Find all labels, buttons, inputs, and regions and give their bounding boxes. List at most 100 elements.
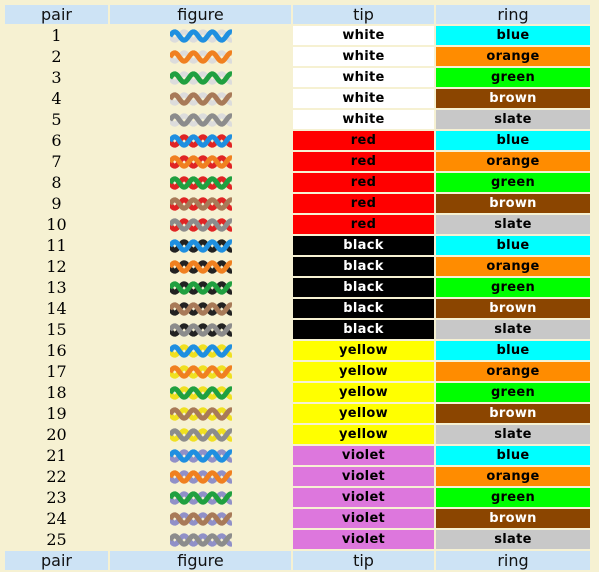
ring-wire [169, 259, 232, 274]
table-body: 1 white blue 2 white orange 3 white green 4 white b… [5, 26, 590, 549]
tip-color-cell: red [293, 173, 434, 192]
twisted-pair-icon [169, 112, 232, 127]
pair-number: 25 [46, 530, 67, 549]
ring-wire [169, 490, 232, 505]
twisted-pair-icon [169, 364, 232, 379]
table-row: 4 white brown [5, 89, 590, 108]
pair-number: 18 [46, 383, 67, 402]
twisted-pair-icon [169, 511, 232, 526]
twisted-pair-icon [169, 28, 232, 43]
ring-wire [169, 301, 232, 316]
twisted-pair-icon [169, 238, 232, 253]
ring-color-cell: orange [436, 257, 590, 276]
twisted-pair-icon [169, 427, 232, 442]
twisted-pair-icon [169, 175, 232, 190]
table-row: 19 yellow brown [5, 404, 590, 423]
ring-color-cell: green [436, 68, 590, 87]
pair-number: 10 [46, 215, 67, 234]
ring-color-cell: slate [436, 530, 590, 549]
table-row: 1 white blue [5, 26, 590, 45]
pair-number: 1 [51, 26, 62, 45]
color-code-table: pair figure tip ring 1 white blue 2 white ora… [3, 3, 592, 572]
table-row: 23 violet green [5, 488, 590, 507]
twisted-pair-figure [110, 467, 291, 486]
ring-color-cell: green [436, 173, 590, 192]
table-row: 20 yellow slate [5, 425, 590, 444]
ring-color-cell: blue [436, 131, 590, 150]
ring-wire [169, 364, 232, 379]
twisted-pair-figure [110, 173, 291, 192]
ring-wire [169, 133, 232, 148]
table-row: 8 red green [5, 173, 590, 192]
twisted-pair-figure [110, 446, 291, 465]
tip-color-cell: yellow [293, 425, 434, 444]
twisted-pair-figure [110, 215, 291, 234]
footer-row: pair figure tip ring [5, 551, 590, 570]
pair-number: 3 [51, 68, 62, 87]
ring-wire [169, 70, 232, 85]
table-row: 3 white green [5, 68, 590, 87]
tip-color-cell: red [293, 215, 434, 234]
twisted-pair-icon [169, 70, 232, 85]
ring-color-cell: brown [436, 89, 590, 108]
twisted-pair-figure [110, 89, 291, 108]
pair-number: 5 [51, 110, 62, 129]
table-row: 5 white slate [5, 110, 590, 129]
ring-wire [169, 196, 232, 211]
tip-color-cell: white [293, 68, 434, 87]
twisted-pair-figure [110, 383, 291, 402]
tip-color-cell: yellow [293, 404, 434, 423]
table-row: 7 red orange [5, 152, 590, 171]
twisted-pair-figure [110, 488, 291, 507]
pair-number: 22 [46, 467, 67, 486]
twisted-pair-icon [169, 385, 232, 400]
ring-color-cell: slate [436, 320, 590, 339]
tip-color-cell: red [293, 131, 434, 150]
tip-color-cell: red [293, 194, 434, 213]
twisted-pair-icon [169, 49, 232, 64]
ring-color-cell: orange [436, 152, 590, 171]
pair-number: 7 [51, 152, 62, 171]
pair-number: 24 [46, 509, 67, 528]
twisted-pair-icon [169, 532, 232, 547]
tip-color-cell: black [293, 320, 434, 339]
ring-wire [169, 91, 232, 106]
table-row: 2 white orange [5, 47, 590, 66]
twisted-pair-icon [169, 133, 232, 148]
pair-number: 12 [46, 257, 67, 276]
twisted-pair-icon [169, 343, 232, 358]
ring-color-cell: blue [436, 26, 590, 45]
table-row: 12 black orange [5, 257, 590, 276]
ring-color-cell: slate [436, 215, 590, 234]
ring-wire [169, 469, 232, 484]
footer-figure: figure [110, 551, 291, 570]
ring-color-cell: orange [436, 362, 590, 381]
ring-wire [169, 154, 232, 169]
twisted-pair-figure [110, 320, 291, 339]
pair-number: 15 [46, 320, 67, 339]
tip-color-cell: white [293, 26, 434, 45]
pair-number: 8 [51, 173, 62, 192]
table-row: 6 red blue [5, 131, 590, 150]
twisted-pair-figure [110, 278, 291, 297]
pair-number: 21 [46, 446, 67, 465]
ring-wire [169, 322, 232, 337]
tip-color-cell: violet [293, 530, 434, 549]
table-row: 13 black green [5, 278, 590, 297]
twisted-pair-icon [169, 154, 232, 169]
footer-ring: ring [436, 551, 590, 570]
footer-tip: tip [293, 551, 434, 570]
twisted-pair-figure [110, 236, 291, 255]
twisted-pair-icon [169, 448, 232, 463]
pair-number: 4 [51, 89, 62, 108]
table-row: 14 black brown [5, 299, 590, 318]
pair-number: 9 [51, 194, 62, 213]
ring-wire [169, 49, 232, 64]
table-row: 9 red brown [5, 194, 590, 213]
table-row: 11 black blue [5, 236, 590, 255]
table-row: 18 yellow green [5, 383, 590, 402]
ring-wire [169, 343, 232, 358]
tip-color-cell: black [293, 278, 434, 297]
ring-wire [169, 427, 232, 442]
ring-color-cell: green [436, 383, 590, 402]
